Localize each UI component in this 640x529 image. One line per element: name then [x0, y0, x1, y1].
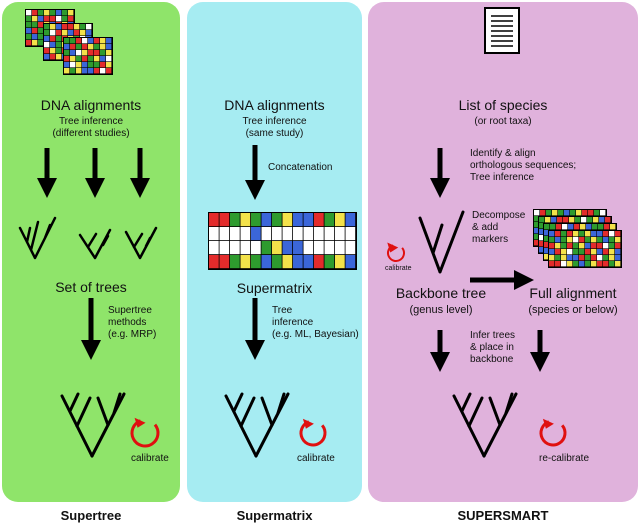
supertree-subheading: Tree inference (different studies): [52, 116, 130, 139]
supersmart-backbone-sub: (genus level): [409, 304, 473, 316]
supertree-footer: Supertree: [60, 508, 122, 523]
supersmart-backbone-label: Backbone tree: [395, 285, 487, 301]
supermatrix-method-label: Tree inference (e.g. ML, Bayesian): [272, 305, 359, 340]
supermatrix-matrix-label: Supermatrix: [236, 280, 313, 296]
supermatrix-subheading: Tree inference (same study): [242, 116, 307, 139]
supersmart-subheading: (or root taxa): [474, 116, 532, 127]
supertree-calibrate-label: calibrate: [131, 453, 169, 464]
backbone-tree-icon: [418, 210, 465, 274]
full-alignment-icon: [533, 209, 622, 268]
circular-arrow-icons: [130, 242, 567, 448]
document-list-icon: [484, 7, 520, 54]
phylogenetic-tree-icon: [18, 216, 158, 260]
flow-arrows: [37, 145, 550, 372]
supertree-method-label: Supertree methods (e.g. MRP): [108, 305, 157, 340]
supersmart-step1-label: Identify & align orthologous sequences; …: [470, 148, 577, 183]
supermatrix-icon: [208, 212, 357, 270]
supersmart-infer-label: Infer trees & place in backbone: [470, 330, 516, 365]
large-tree-icons: [60, 392, 518, 458]
supermatrix-concat-label: Concatenation: [268, 162, 333, 173]
dna-alignment-icon: [25, 9, 113, 75]
supersmart-decompose-label: Decompose & add markers: [472, 210, 526, 245]
supermatrix-calibrate-label: calibrate: [297, 453, 335, 464]
supersmart-recalibrate-label: re-calibrate: [539, 453, 590, 464]
supermatrix-heading: DNA alignments: [224, 97, 325, 113]
supersmart-full-label: Full alignment: [529, 285, 617, 301]
supersmart-heading: List of species: [458, 97, 548, 113]
supersmart-footer: SUPERSMART: [457, 508, 549, 523]
supersmart-full-sub: (species or below): [528, 304, 618, 316]
supersmart-small-calibrate-label: calibrate: [385, 265, 412, 272]
supermatrix-footer: Supermatrix: [236, 508, 313, 523]
supertree-heading: DNA alignments: [40, 97, 142, 113]
supertree-set-label: Set of trees: [55, 279, 127, 295]
